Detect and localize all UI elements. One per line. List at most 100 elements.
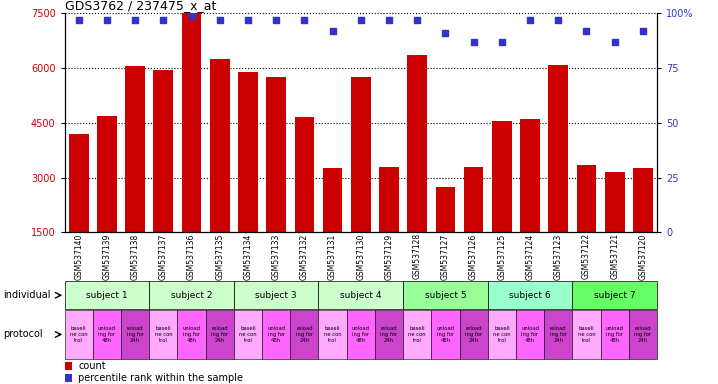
Text: GSM537130: GSM537130	[356, 233, 365, 280]
Bar	[205, 310, 234, 359]
Text: reload
ing for
24h: reload ing for 24h	[381, 326, 398, 343]
Bar	[460, 310, 488, 359]
Point	[355, 17, 366, 23]
Point	[468, 39, 480, 45]
Bar	[351, 77, 370, 287]
Text: GSM537121: GSM537121	[610, 233, 619, 280]
Point	[129, 17, 141, 23]
Text: unload
ing for
48h: unload ing for 48h	[182, 326, 200, 343]
Point	[524, 17, 536, 23]
Text: GSM537137: GSM537137	[159, 233, 168, 280]
Bar	[262, 310, 290, 359]
Bar	[319, 310, 347, 359]
Bar	[379, 167, 399, 287]
Bar	[347, 310, 375, 359]
Point	[439, 30, 451, 36]
Point	[383, 17, 395, 23]
Text: baseli
ne con
trol: baseli ne con trol	[239, 326, 257, 343]
Point	[609, 39, 620, 45]
Bar	[488, 281, 572, 309]
Text: GSM537140: GSM537140	[74, 233, 83, 280]
Text: subject 6: subject 6	[509, 291, 551, 300]
Text: percentile rank within the sample: percentile rank within the sample	[78, 373, 243, 383]
Text: GSM537134: GSM537134	[243, 233, 253, 280]
Bar	[93, 310, 121, 359]
Bar	[403, 281, 488, 309]
Bar	[65, 361, 73, 370]
Text: GSM537128: GSM537128	[413, 233, 421, 280]
Bar	[605, 172, 625, 287]
Bar	[464, 167, 483, 287]
Text: reload
ing for
24h: reload ing for 24h	[211, 326, 228, 343]
Bar	[97, 116, 117, 287]
Text: baseli
ne con
trol: baseli ne con trol	[578, 326, 595, 343]
Text: baseli
ne con
trol: baseli ne con trol	[70, 326, 88, 343]
Text: GSM537133: GSM537133	[271, 233, 281, 280]
Text: GSM537124: GSM537124	[526, 233, 534, 280]
Text: reload
ing for
24h: reload ing for 24h	[550, 326, 567, 343]
Bar	[177, 310, 205, 359]
Bar	[432, 310, 460, 359]
Text: GSM537138: GSM537138	[131, 233, 139, 280]
Bar	[69, 134, 88, 287]
Bar	[544, 310, 572, 359]
Text: GSM537129: GSM537129	[385, 233, 393, 280]
Point	[73, 17, 85, 23]
Text: baseli
ne con
trol: baseli ne con trol	[409, 326, 426, 343]
Point	[186, 13, 197, 19]
Bar	[629, 310, 657, 359]
Point	[553, 17, 564, 23]
Text: unload
ing for
48h: unload ing for 48h	[98, 326, 116, 343]
Point	[327, 28, 338, 34]
Point	[299, 17, 310, 23]
Text: GDS3762 / 237475_x_at: GDS3762 / 237475_x_at	[65, 0, 216, 12]
Bar	[234, 310, 262, 359]
Point	[158, 17, 169, 23]
Bar	[322, 169, 342, 287]
Text: subject 7: subject 7	[594, 291, 635, 300]
Point	[637, 28, 648, 34]
Bar	[65, 374, 73, 382]
Text: GSM537131: GSM537131	[328, 233, 337, 280]
Text: GSM537125: GSM537125	[498, 233, 506, 280]
Text: baseli
ne con
trol: baseli ne con trol	[324, 326, 341, 343]
Text: GSM537126: GSM537126	[469, 233, 478, 280]
Bar	[266, 77, 286, 287]
Bar	[290, 310, 319, 359]
Bar	[436, 187, 455, 287]
Text: GSM537123: GSM537123	[554, 233, 563, 280]
Bar	[319, 281, 403, 309]
Bar	[65, 281, 149, 309]
Text: GSM537132: GSM537132	[300, 233, 309, 280]
Point	[411, 17, 423, 23]
Text: baseli
ne con
trol: baseli ne con trol	[154, 326, 172, 343]
Text: unload
ing for
48h: unload ing for 48h	[267, 326, 285, 343]
Bar	[149, 310, 177, 359]
Bar	[182, 13, 202, 287]
Point	[214, 17, 225, 23]
Text: subject 1: subject 1	[86, 291, 128, 300]
Text: unload
ing for
48h: unload ing for 48h	[352, 326, 370, 343]
Bar	[488, 310, 516, 359]
Text: GSM537135: GSM537135	[215, 233, 224, 280]
Text: GSM537122: GSM537122	[582, 233, 591, 280]
Point	[271, 17, 282, 23]
Bar	[516, 310, 544, 359]
Text: subject 3: subject 3	[256, 291, 297, 300]
Text: GSM537120: GSM537120	[638, 233, 648, 280]
Text: count: count	[78, 361, 106, 371]
Point	[496, 39, 508, 45]
Text: GSM537127: GSM537127	[441, 233, 450, 280]
Text: subject 5: subject 5	[424, 291, 466, 300]
Text: reload
ing for
24h: reload ing for 24h	[634, 326, 651, 343]
Bar	[294, 118, 314, 287]
Bar	[549, 65, 568, 287]
Text: protocol: protocol	[4, 329, 43, 339]
Text: GSM537139: GSM537139	[103, 233, 111, 280]
Bar	[125, 66, 145, 287]
Text: subject 4: subject 4	[340, 291, 381, 300]
Point	[581, 28, 592, 34]
Text: unload
ing for
48h: unload ing for 48h	[437, 326, 454, 343]
Bar	[149, 281, 234, 309]
Bar	[121, 310, 149, 359]
